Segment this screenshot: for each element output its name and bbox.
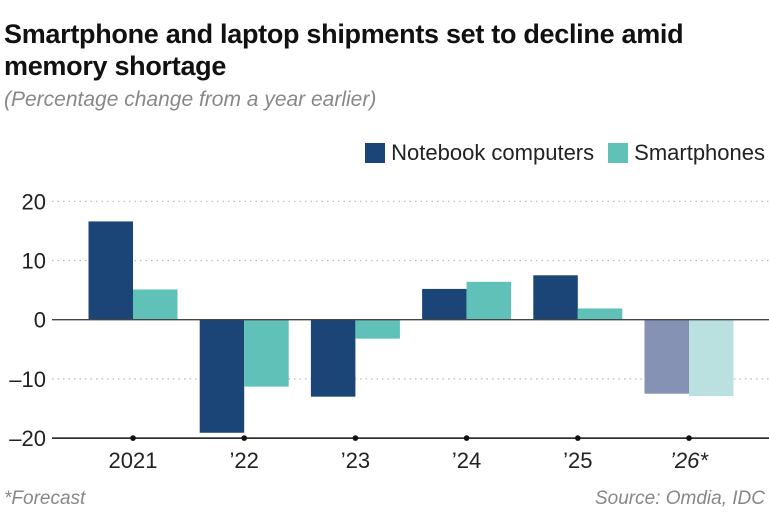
bar-notebook: [533, 275, 578, 320]
bar-smartphones: [689, 319, 734, 397]
bar-smartphones: [466, 281, 512, 320]
y-tick-label: –10: [9, 367, 46, 392]
x-tick-label: ’26*: [670, 448, 709, 473]
x-tick-label: ’22: [230, 448, 259, 473]
x-tick-dot: [575, 435, 581, 441]
legend-label-smartphones: Smartphones: [634, 140, 765, 165]
bar-notebook: [310, 319, 356, 397]
bar-smartphones: [355, 319, 400, 339]
x-tick-label: 2021: [109, 448, 158, 473]
chart-subtitle: (Percentage change from a year earlier): [4, 88, 377, 111]
bar-smartphones: [133, 289, 178, 320]
x-tick-label: ’23: [341, 448, 370, 473]
bar-notebook: [422, 288, 467, 320]
x-tick-label: ’24: [452, 448, 481, 473]
chart-title: Smartphone and laptop shipments set to d…: [4, 19, 684, 81]
legend-swatch-notebook: [365, 143, 386, 163]
bar-smartphones: [577, 308, 623, 320]
y-tick-label: –20: [9, 426, 46, 451]
bar-smartphones: [244, 319, 289, 387]
y-tick-label: 20: [22, 189, 46, 214]
footnote: *Forecast: [4, 488, 86, 509]
bar-notebook: [88, 221, 133, 320]
legend-label-notebook: Notebook computers: [391, 140, 595, 165]
x-tick-label: ’25: [563, 448, 592, 473]
source: Source: Omdia, IDC: [595, 488, 765, 509]
legend: Notebook computers Smartphones: [351, 140, 765, 166]
x-tick-dot: [130, 435, 136, 441]
bar-notebook: [199, 319, 245, 433]
x-tick-dot: [352, 435, 359, 441]
x-tick-dot: [463, 435, 470, 441]
y-tick-label: 10: [22, 249, 46, 274]
x-tick-dot: [686, 435, 692, 441]
legend-swatch-smartphones: [608, 143, 629, 163]
y-tick-label: 0: [34, 308, 46, 333]
x-tick-dot: [241, 435, 247, 441]
bar-notebook: [644, 319, 689, 394]
